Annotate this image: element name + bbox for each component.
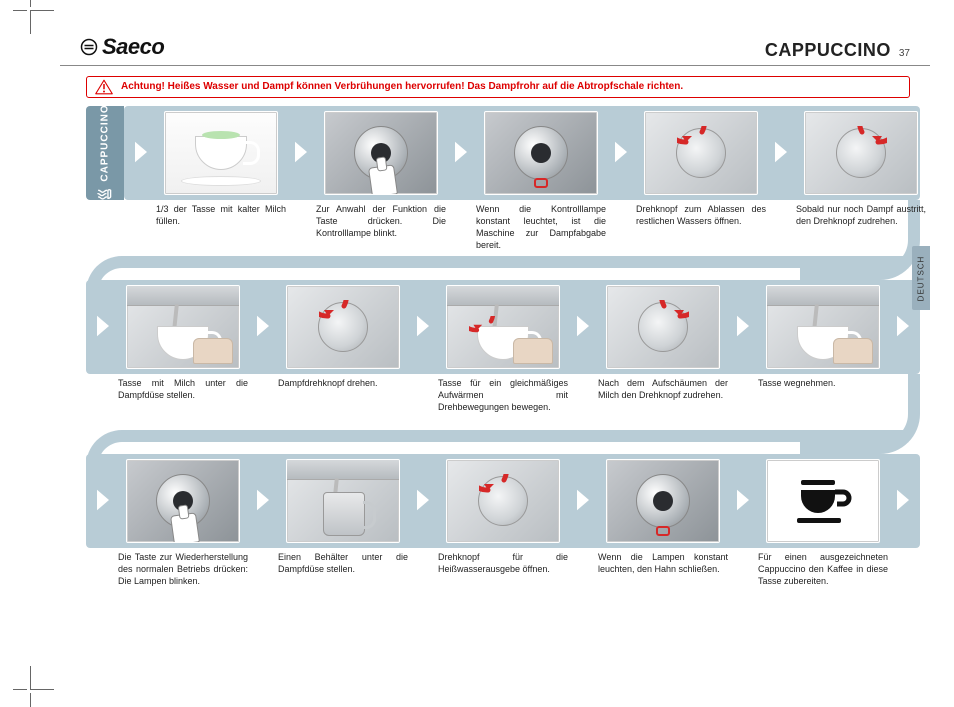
step-thumbnail: [644, 111, 758, 195]
brand-logo-text: Saeco: [102, 34, 164, 60]
instruction-row: 1/3 der Tasse mit kalter Milch füllen. Zu…: [60, 106, 930, 280]
step-thumbnail: [766, 285, 880, 369]
step-thumbnail: [484, 111, 598, 195]
instruction-step: Tasse mit Milch unter die Dampfdüse stel…: [112, 280, 254, 419]
rows-container: 1/3 der Tasse mit kalter Milch füllen. Zu…: [60, 106, 930, 628]
warning-bar: Achtung! Heißes Wasser und Dampf können …: [86, 76, 910, 98]
flow-arrow-icon: [932, 140, 950, 164]
flow-arrow-icon: [894, 314, 912, 338]
step-thumbnail: [126, 285, 240, 369]
instruction-step: Nach dem Aufschäumen der Milch den Drehk…: [592, 280, 734, 419]
step-thumbnail: [446, 285, 560, 369]
crop-mark-top-left: [30, 10, 54, 34]
page: Saeco CAPPUCCINO 37 Achtung! Heißes Wass…: [60, 28, 930, 668]
flow-arrow-icon: [254, 488, 272, 512]
instruction-body: CAPPUCCINO 1/3 der Tasse mit kalter Milc…: [60, 106, 930, 628]
step-caption: Wenn die Kontrolllampe konstant leuchtet…: [476, 203, 606, 252]
flow-arrow-icon: [772, 140, 790, 164]
flow-arrow-icon: [574, 488, 592, 512]
crop-mark-bottom-left: [30, 666, 54, 690]
header-bar: Saeco CAPPUCCINO 37: [60, 28, 930, 66]
step-thumbnail: [164, 111, 278, 195]
step-thumbnail: [446, 459, 560, 543]
page-title: CAPPUCCINO: [765, 40, 891, 61]
step-thumbnail: [766, 459, 880, 543]
instruction-step: Wenn die Kontrolllampe konstant leuchtet…: [470, 106, 612, 252]
step-caption: Wenn die Lampen konstant leuchten, den H…: [598, 551, 728, 593]
warning-text: Achtung! Heißes Wasser und Dampf können …: [121, 81, 683, 93]
step-thumbnail: [324, 111, 438, 195]
brand-logo: Saeco: [80, 34, 164, 60]
step-caption: Drehknopf zum Ablassen des restlichen Wa…: [636, 203, 766, 245]
instruction-step: Tasse für ein gleichmäßiges Aufwärmen mi…: [432, 280, 574, 419]
instruction-step: Sobald nur noch Dampf austritt, den Dreh…: [790, 106, 932, 245]
step-thumbnail: [286, 285, 400, 369]
flow-arrow-icon: [292, 140, 310, 164]
instruction-step: Drehknopf zum Ablassen des restlichen Wa…: [630, 106, 772, 245]
flow-arrow-icon: [894, 488, 912, 512]
flow-arrow-icon: [734, 488, 752, 512]
step-caption: Zur Anwahl der Funktion die Taste drücke…: [316, 203, 446, 245]
instruction-step: 1/3 der Tasse mit kalter Milch füllen.: [150, 106, 292, 245]
instruction-step: Für einen ausgezeichneten Cappuccino den…: [752, 454, 894, 593]
step-caption: Tasse wegnehmen.: [758, 377, 888, 419]
step-caption: Dampfdrehknopf drehen.: [278, 377, 408, 419]
instruction-row: Tasse mit Milch unter die Dampfdüse stel…: [60, 280, 930, 454]
step-caption: Die Taste zur Wiederherstellung des norm…: [118, 551, 248, 593]
step-caption: Für einen ausgezeichneten Cappuccino den…: [758, 551, 888, 593]
flow-arrow-icon: [94, 488, 112, 512]
step-caption: Nach dem Aufschäumen der Milch den Drehk…: [598, 377, 728, 419]
flow-arrow-icon: [254, 314, 272, 338]
step-thumbnail: [606, 285, 720, 369]
flow-arrow-icon: [612, 140, 630, 164]
saeco-mark-icon: [80, 38, 98, 56]
step-caption: Tasse für ein gleichmäßiges Aufwärmen mi…: [438, 377, 568, 419]
step-caption: Tasse mit Milch unter die Dampfdüse stel…: [118, 377, 248, 419]
step-caption: Drehknopf für die Heißwasserausgebe öffn…: [438, 551, 568, 593]
instruction-step: Die Taste zur Wiederherstellung des norm…: [112, 454, 254, 593]
flow-arrow-icon: [414, 488, 432, 512]
instruction-step: Tasse wegnehmen.: [752, 280, 894, 419]
title-wrap: CAPPUCCINO 37: [765, 40, 910, 61]
page-number: 37: [899, 48, 910, 59]
flow-arrow-icon: [94, 314, 112, 338]
warning-icon: [95, 79, 113, 95]
instruction-step: Wenn die Lampen konstant leuchten, den H…: [592, 454, 734, 593]
step-caption: 1/3 der Tasse mit kalter Milch füllen.: [156, 203, 286, 245]
step-thumbnail: [606, 459, 720, 543]
instruction-step: Dampfdrehknopf drehen.: [272, 280, 414, 419]
step-caption: Einen Behälter unter die Dampfdüse stell…: [278, 551, 408, 593]
flow-arrow-icon: [452, 140, 470, 164]
flow-arrow-icon: [734, 314, 752, 338]
step-thumbnail: [286, 459, 400, 543]
instruction-step: Drehknopf für die Heißwasserausgebe öffn…: [432, 454, 574, 593]
flow-arrow-icon: [414, 314, 432, 338]
step-thumbnail: [804, 111, 918, 195]
flow-arrow-icon: [574, 314, 592, 338]
step-thumbnail: [126, 459, 240, 543]
flow-arrow-icon: [132, 140, 150, 164]
instruction-step: Zur Anwahl der Funktion die Taste drücke…: [310, 106, 452, 245]
instruction-step: Einen Behälter unter die Dampfdüse stell…: [272, 454, 414, 593]
instruction-row: Die Taste zur Wiederherstellung des norm…: [60, 454, 930, 628]
step-caption: Sobald nur noch Dampf austritt, den Dreh…: [796, 203, 926, 245]
